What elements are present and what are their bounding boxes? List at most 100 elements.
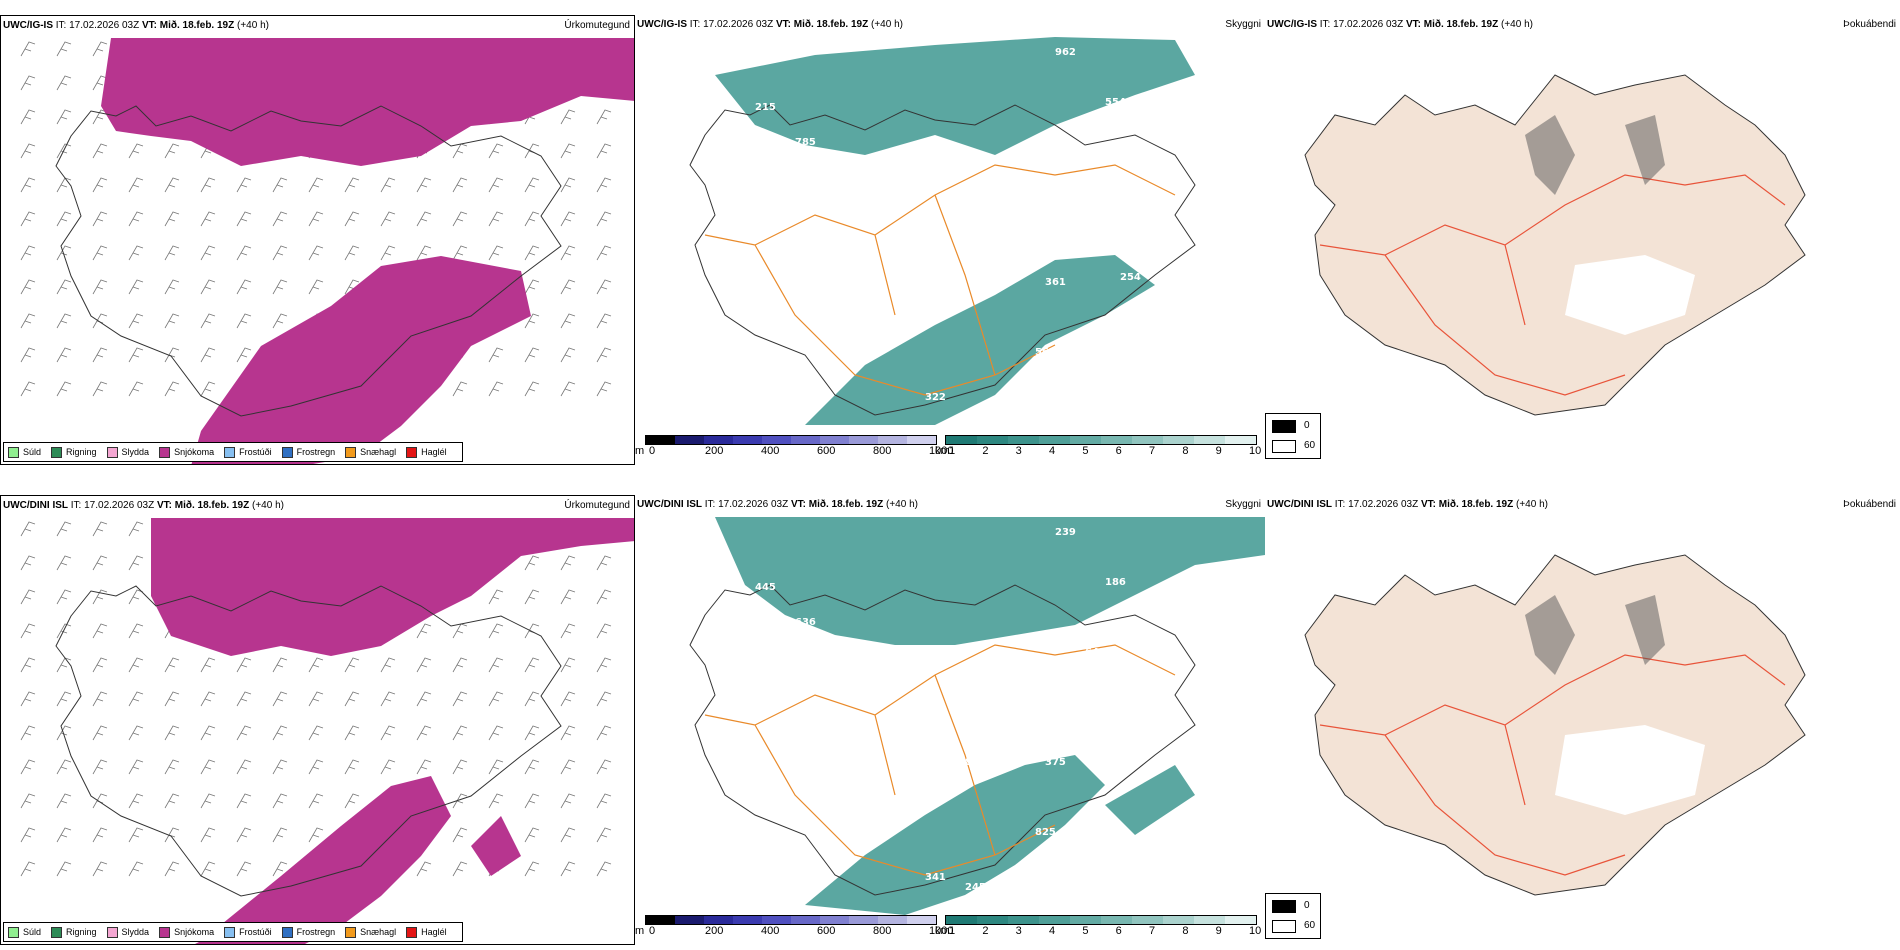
colorbar-segment [1194, 436, 1225, 444]
cloudbase-colorbar: m 0 200 400 600 800 1000 [635, 915, 953, 941]
wind-barb [164, 725, 180, 741]
colorbar-tick: 2 [982, 925, 989, 937]
wind-barb [164, 793, 180, 809]
cloudbase-unit: m [635, 445, 645, 457]
visibility-colorbar: km 1 2 3 4 5 6 7 8 9 10 [935, 915, 1265, 941]
road-network [704, 644, 1176, 876]
colorbar-tick: 400 [761, 445, 780, 457]
wind-barb [272, 245, 288, 261]
no-fog-area [1555, 725, 1705, 815]
wind-barb [488, 759, 504, 775]
wind-barb [20, 725, 36, 741]
wind-barb [128, 759, 144, 775]
wind-barb [272, 861, 288, 877]
legend-swatch [8, 926, 19, 938]
colorbar-segment [1039, 916, 1070, 924]
wind-barb [20, 555, 36, 571]
wind-barb [524, 279, 540, 295]
colorbar-tick: 8 [1182, 925, 1189, 937]
visibility-header: UWC/IG-IS IT: 17.02.2026 03Z VT: Mið. 18… [637, 19, 903, 30]
wind-barb [56, 279, 72, 295]
wind-barb [92, 521, 108, 537]
cloud-base-label: 186 [1105, 577, 1126, 588]
wind-barb [524, 861, 540, 877]
colorbar-segment [849, 436, 878, 444]
wind-barb [488, 245, 504, 261]
colorbar-segment [733, 916, 762, 924]
fog-shade [1525, 595, 1665, 675]
colorbar-segment [704, 916, 733, 924]
wind-barb [272, 827, 288, 843]
wind-barb [560, 555, 576, 571]
wind-barb [560, 245, 576, 261]
cloud-base-label: 825 [1035, 827, 1056, 838]
wind-barb [488, 725, 504, 741]
wind-barb [308, 177, 324, 193]
colorbar-tick: 600 [817, 445, 836, 457]
wind-barb [596, 143, 612, 159]
legend-label: Súld [23, 927, 42, 937]
wind-barb [488, 623, 504, 639]
wind-barb [236, 211, 252, 227]
legend-item: Snæhagl [345, 446, 396, 458]
wind-barb [20, 347, 36, 363]
wind-barb [92, 313, 108, 329]
cloudbase-bar [645, 915, 937, 925]
colorbar-tick: 5 [1082, 925, 1089, 937]
wind-barb [272, 211, 288, 227]
wind-barb [488, 347, 504, 363]
wind-barb [128, 313, 144, 329]
wind-barb [92, 75, 108, 91]
snow-area-north [151, 518, 634, 656]
wind-barb [200, 245, 216, 261]
wind-barb [200, 691, 216, 707]
colorbar-tick: 1000 [929, 445, 954, 457]
wind-barb [164, 279, 180, 295]
wind-barb [92, 691, 108, 707]
legend-item: Snjókoma [159, 446, 214, 458]
wind-barb [344, 657, 360, 673]
cloud-base-label: 962 [1055, 47, 1076, 58]
wind-barb [596, 313, 612, 329]
wind-barb [236, 245, 252, 261]
wind-barb [524, 759, 540, 775]
colorbar-segment [1163, 916, 1194, 924]
colorbar-tick: 4 [1049, 925, 1056, 937]
wind-barb [56, 759, 72, 775]
colorbar-segment [1008, 916, 1039, 924]
wind-barb [596, 657, 612, 673]
cloud-numbers: 445 636 318 180 328 174 239 186 231 375 292 825 546 3… [755, 527, 1141, 898]
wind-barb [92, 245, 108, 261]
wind-barb [200, 313, 216, 329]
wind-barb [524, 827, 540, 843]
legend-swatch [224, 446, 236, 458]
wind-barb [560, 347, 576, 363]
colorbar-tick: 200 [705, 925, 724, 937]
cloud-base-label: 215 [755, 102, 776, 113]
wind-barb [20, 623, 36, 639]
legend-swatch [51, 926, 63, 938]
legend-label: Frostúði [239, 927, 272, 937]
cloud-base-label: 223 [1060, 349, 1081, 360]
colorbar-tick: 5 [1082, 445, 1089, 457]
wind-barb [272, 657, 288, 673]
wind-barb [416, 177, 432, 193]
cloud-base-label: 562 [1035, 347, 1056, 358]
wind-barb [20, 521, 36, 537]
precip-legend: Súld Rigning Slydda Snjókoma Frostúði Fr… [3, 442, 463, 462]
fog-label-low: 60 [1304, 440, 1316, 451]
cloud-base-label: 197 [995, 887, 1016, 898]
colorbar-tick: 6 [1115, 445, 1122, 457]
cloud-base-label: 823 [965, 757, 986, 768]
wind-barb [92, 827, 108, 843]
wind-barb [452, 827, 468, 843]
wind-barb [236, 279, 252, 295]
wind-barb [164, 691, 180, 707]
legend-swatch [51, 446, 63, 458]
colorbar-segment [946, 916, 977, 924]
wind-barb [20, 279, 36, 295]
wind-barb [596, 691, 612, 707]
colorbar-segment [1101, 436, 1132, 444]
wind-barb [560, 279, 576, 295]
wind-barb [488, 177, 504, 193]
